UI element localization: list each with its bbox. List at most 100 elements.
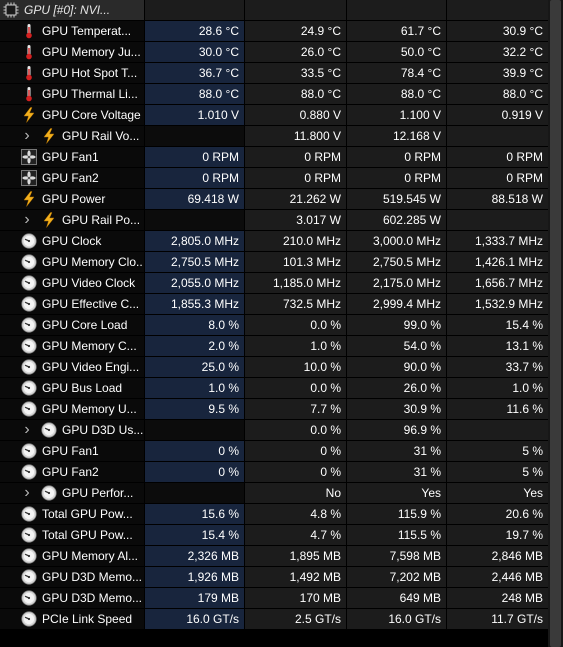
sensor-row[interactable]: GPU Bus Load 1.0 % 0.0 % 26.0 % 1.0 % — [0, 378, 548, 399]
current-value: 0 % — [145, 441, 244, 461]
minimum-value: 1.0 % — [245, 336, 346, 356]
sensor-row[interactable]: › GPU D3D Us... 0.0 % 96.9 % — [0, 420, 548, 441]
average-value — [447, 126, 548, 146]
sensor-row[interactable]: Total GPU Pow... 15.4 % 4.7 % 115.5 % 19.7 % — [0, 525, 548, 546]
sensor-row[interactable]: GPU Effective C... 1,855.3 MHz 732.5 MHz 2,… — [0, 294, 548, 315]
chevron-right-icon[interactable]: › — [24, 127, 30, 144]
minimum-value: 2.5 GT/s — [245, 609, 346, 629]
minimum-value: 21.262 W — [245, 189, 346, 209]
sensor-label: GPU Memory U... — [42, 402, 137, 416]
gauge-icon — [21, 443, 37, 459]
minimum-value: 0.880 V — [245, 105, 346, 125]
maximum-value: 88.0 °C — [347, 84, 446, 104]
average-value: 13.1 % — [447, 336, 548, 356]
scrollbar-thumb[interactable] — [550, 0, 561, 647]
lightning-icon — [41, 128, 57, 144]
current-value: 2,805.0 MHz — [145, 231, 244, 251]
header-empty-cell — [347, 0, 446, 20]
thermometer-icon — [21, 65, 37, 81]
maximum-value: 2,999.4 MHz — [347, 294, 446, 314]
sensor-row[interactable]: GPU Fan2 0 RPM 0 RPM 0 RPM 0 RPM — [0, 168, 548, 189]
sensor-label: GPU Memory Al... — [42, 549, 139, 563]
sensor-row[interactable]: GPU Thermal Li... 88.0 °C 88.0 °C 88.0 °C 88… — [0, 84, 548, 105]
current-value: 2,326 MB — [145, 546, 244, 566]
average-value: 248 MB — [447, 588, 548, 608]
current-value: 1,855.3 MHz — [145, 294, 244, 314]
sensor-row[interactable]: GPU Fan2 0 % 0 % 31 % 5 % — [0, 462, 548, 483]
header-empty-cell — [447, 0, 548, 20]
sensor-row[interactable]: GPU Fan1 0 RPM 0 RPM 0 RPM 0 RPM — [0, 147, 548, 168]
average-value: Yes — [447, 483, 548, 503]
sensor-row[interactable]: Total GPU Pow... 15.6 % 4.8 % 115.9 % 20.6 % — [0, 504, 548, 525]
current-value: 15.4 % — [145, 525, 244, 545]
sensor-label: PCIe Link Speed — [42, 612, 133, 626]
current-value: 2.0 % — [145, 336, 244, 356]
sensor-row[interactable]: GPU Temperat... 28.6 °C 24.9 °C 61.7 °C 30.9… — [0, 21, 548, 42]
sensor-row[interactable]: › GPU Perfor... No Yes Yes — [0, 483, 548, 504]
minimum-value: 0 % — [245, 441, 346, 461]
gauge-icon — [21, 359, 37, 375]
sensor-row[interactable]: GPU Memory U... 9.5 % 7.7 % 30.9 % 11.6 % — [0, 399, 548, 420]
average-value: 1,656.7 MHz — [447, 273, 548, 293]
gauge-icon — [21, 590, 37, 606]
header-label-cell: GPU [#0]: NVI... — [0, 0, 144, 20]
average-value: 88.518 W — [447, 189, 548, 209]
sensor-row[interactable]: GPU Memory Al... 2,326 MB 1,895 MB 7,598 MB… — [0, 546, 548, 567]
sensor-row[interactable]: PCIe Link Speed 16.0 GT/s 2.5 GT/s 16.0 GT/… — [0, 609, 548, 630]
sensor-row[interactable]: GPU Power 69.418 W 21.262 W 519.545 W 88.518… — [0, 189, 548, 210]
current-value — [145, 420, 244, 440]
sensor-label-cell: GPU Temperat... — [0, 21, 144, 41]
sensor-label: GPU Video Engi... — [42, 360, 140, 374]
sensor-label-cell: GPU D3D Memo... — [0, 567, 144, 587]
sensor-label-cell: GPU Video Clock — [0, 273, 144, 293]
maximum-value: 78.4 °C — [347, 63, 446, 83]
lightning-icon — [21, 107, 37, 123]
average-value — [447, 420, 548, 440]
sensor-row[interactable]: GPU Core Voltage 1.010 V 0.880 V 1.100 V 0.9… — [0, 105, 548, 126]
sensor-row[interactable]: GPU Video Clock 2,055.0 MHz 1,185.0 MHz 2,1… — [0, 273, 548, 294]
chevron-right-icon[interactable]: › — [24, 484, 30, 501]
minimum-value: 33.5 °C — [245, 63, 346, 83]
average-value: 1,426.1 MHz — [447, 252, 548, 272]
average-value: 39.9 °C — [447, 63, 548, 83]
minimum-value: 26.0 °C — [245, 42, 346, 62]
current-value — [145, 210, 244, 230]
current-value: 28.6 °C — [145, 21, 244, 41]
maximum-value: 30.9 % — [347, 399, 446, 419]
sensor-label: GPU Bus Load — [42, 381, 123, 395]
sensor-label: GPU Memory C... — [42, 339, 137, 353]
sensor-row[interactable]: › GPU Rail Vo... 11.800 V 12.168 V — [0, 126, 548, 147]
sensor-label-cell: › GPU Rail Po... — [0, 210, 144, 230]
sensor-label: GPU Hot Spot T... — [42, 66, 138, 80]
sensor-row[interactable]: GPU D3D Memo... 179 MB 170 MB 649 MB 248 MB — [0, 588, 548, 609]
maximum-value: 0 RPM — [347, 147, 446, 167]
sensor-row[interactable]: GPU Memory Ju... 30.0 °C 26.0 °C 50.0 °C 32.… — [0, 42, 548, 63]
sensor-row[interactable]: GPU Memory C... 2.0 % 1.0 % 54.0 % 13.1 % — [0, 336, 548, 357]
lightning-icon — [21, 191, 37, 207]
sensor-row[interactable]: GPU Video Engi... 25.0 % 10.0 % 90.0 % 33.7 … — [0, 357, 548, 378]
fan-icon — [21, 149, 37, 165]
sensor-row[interactable]: GPU Fan1 0 % 0 % 31 % 5 % — [0, 441, 548, 462]
sensor-label-cell: GPU Power — [0, 189, 144, 209]
header-empty-cell — [245, 0, 346, 20]
sensor-row[interactable]: GPU D3D Memo... 1,926 MB 1,492 MB 7,202 MB 2… — [0, 567, 548, 588]
average-value: 32.2 °C — [447, 42, 548, 62]
gauge-icon — [41, 485, 57, 501]
current-value: 2,750.5 MHz — [145, 252, 244, 272]
minimum-value: 1,185.0 MHz — [245, 273, 346, 293]
sensor-row[interactable]: › GPU Rail Po... 3.017 W 602.285 W — [0, 210, 548, 231]
sensor-label: Total GPU Pow... — [42, 507, 133, 521]
chevron-right-icon[interactable]: › — [24, 211, 30, 228]
sensor-row[interactable]: GPU Hot Spot T... 36.7 °C 33.5 °C 78.4 °C 39… — [0, 63, 548, 84]
gpu-group-header[interactable]: GPU [#0]: NVI... — [0, 0, 548, 21]
sensor-label-cell: GPU Fan1 — [0, 441, 144, 461]
maximum-value: 54.0 % — [347, 336, 446, 356]
sensor-row[interactable]: GPU Core Load 8.0 % 0.0 % 99.0 % 15.4 % — [0, 315, 548, 336]
current-value: 69.418 W — [145, 189, 244, 209]
sensor-row[interactable]: GPU Memory Clo... 2,750.5 MHz 101.3 MHz 2,7… — [0, 252, 548, 273]
chevron-right-icon[interactable]: › — [24, 421, 30, 438]
sensor-label: GPU D3D Us... — [62, 423, 143, 437]
sensor-label-cell: GPU Fan2 — [0, 462, 144, 482]
sensor-row[interactable]: GPU Clock 2,805.0 MHz 210.0 MHz 3,000.0 MHz… — [0, 231, 548, 252]
